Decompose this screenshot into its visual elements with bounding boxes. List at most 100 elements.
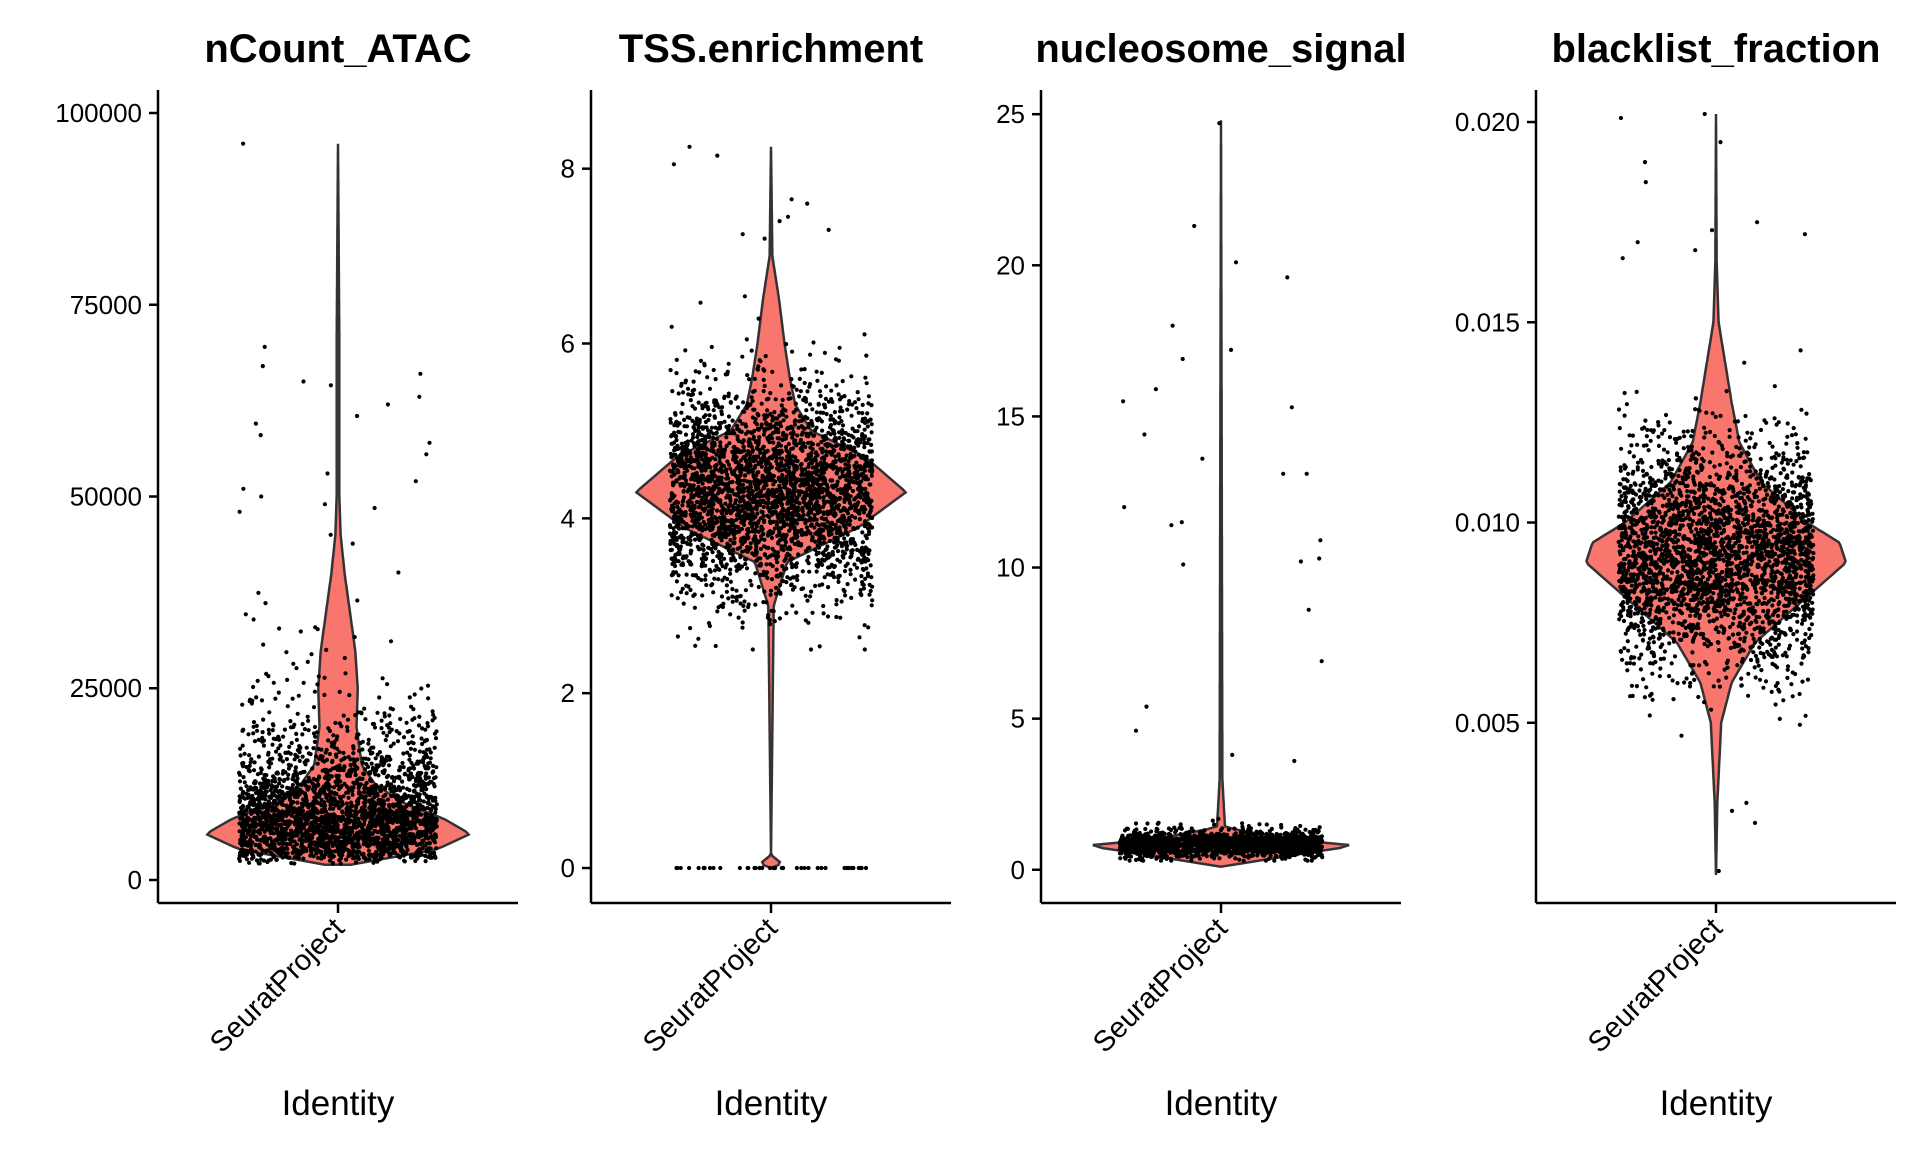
- data-point: [294, 666, 298, 670]
- data-point: [261, 643, 265, 647]
- data-point: [778, 616, 782, 620]
- data-point: [756, 521, 760, 525]
- data-point: [351, 781, 355, 785]
- data-point: [293, 815, 297, 819]
- data-point: [824, 397, 828, 401]
- data-point: [289, 861, 293, 865]
- data-point: [324, 648, 328, 652]
- data-point: [387, 829, 391, 833]
- data-point: [417, 795, 421, 799]
- data-point: [272, 799, 276, 803]
- data-point: [820, 371, 824, 375]
- data-point: [336, 768, 340, 772]
- data-point: [270, 791, 274, 795]
- data-point: [805, 389, 809, 393]
- data-point: [860, 411, 864, 415]
- data-point: [414, 826, 418, 830]
- data-point: [347, 853, 351, 857]
- data-point: [815, 466, 819, 470]
- data-point: [307, 728, 311, 732]
- data-point: [333, 840, 337, 844]
- data-point: [285, 804, 289, 808]
- data-point: [303, 792, 307, 796]
- data-point: [834, 444, 838, 448]
- data-point: [776, 466, 780, 470]
- data-point: [787, 391, 791, 395]
- data-point: [778, 583, 782, 587]
- data-point: [401, 830, 405, 834]
- data-point: [270, 757, 274, 761]
- data-point: [810, 537, 814, 541]
- data-point: [323, 815, 327, 819]
- data-point: [691, 425, 695, 429]
- data-point: [425, 795, 429, 799]
- data-point: [300, 732, 304, 736]
- data-point: [392, 779, 396, 783]
- data-point: [674, 438, 678, 442]
- data-point: [384, 837, 388, 841]
- data-point: [796, 540, 800, 544]
- data-point: [320, 838, 324, 842]
- data-point: [806, 555, 810, 559]
- data-point: [741, 620, 745, 624]
- data-point: [362, 707, 366, 711]
- data-point: [779, 462, 783, 466]
- data-point: [244, 612, 248, 616]
- data-point: [830, 444, 834, 448]
- data-point: [379, 846, 383, 850]
- data-point: [865, 491, 869, 495]
- data-point: [328, 729, 332, 733]
- data-point: [770, 609, 774, 613]
- data-point: [784, 540, 788, 544]
- data-point: [414, 777, 418, 781]
- data-point: [790, 426, 794, 430]
- data-point: [829, 389, 833, 393]
- data-point: [237, 821, 241, 825]
- data-point: [253, 760, 257, 764]
- data-point: [306, 785, 310, 789]
- data-point: [279, 823, 283, 827]
- data-point: [287, 763, 291, 767]
- data-point: [420, 784, 424, 788]
- data-point: [303, 822, 307, 826]
- data-point: [777, 436, 781, 440]
- data-point: [820, 582, 824, 586]
- data-point: [433, 854, 437, 858]
- data-point: [815, 426, 819, 430]
- data-point: [775, 568, 779, 572]
- data-point: [759, 547, 763, 551]
- data-point: [301, 755, 305, 759]
- data-point: [323, 502, 327, 506]
- data-point: [388, 808, 392, 812]
- data-point: [836, 580, 840, 584]
- data-point: [813, 584, 817, 588]
- data-point: [727, 505, 731, 509]
- data-point: [259, 766, 263, 770]
- data-point: [311, 803, 315, 807]
- data-point: [824, 384, 828, 388]
- data-point: [315, 778, 319, 782]
- data-point: [271, 722, 275, 726]
- data-point: [277, 781, 281, 785]
- data-point: [432, 823, 436, 827]
- data-point: [713, 480, 717, 484]
- data-point: [423, 820, 427, 824]
- data-point: [381, 757, 385, 761]
- data-point: [723, 565, 727, 569]
- data-point: [732, 453, 736, 457]
- data-point: [698, 301, 702, 305]
- data-point: [745, 528, 749, 532]
- data-point: [386, 402, 390, 406]
- data-point: [381, 815, 385, 819]
- data-point: [351, 746, 355, 750]
- data-point: [351, 793, 355, 797]
- data-point: [860, 582, 864, 586]
- data-point: [242, 824, 246, 828]
- data-point: [857, 424, 861, 428]
- data-point: [344, 807, 348, 811]
- data-point: [846, 533, 850, 537]
- data-point: [429, 750, 433, 754]
- data-point: [261, 364, 265, 368]
- data-point: [351, 542, 355, 546]
- data-point: [304, 758, 308, 762]
